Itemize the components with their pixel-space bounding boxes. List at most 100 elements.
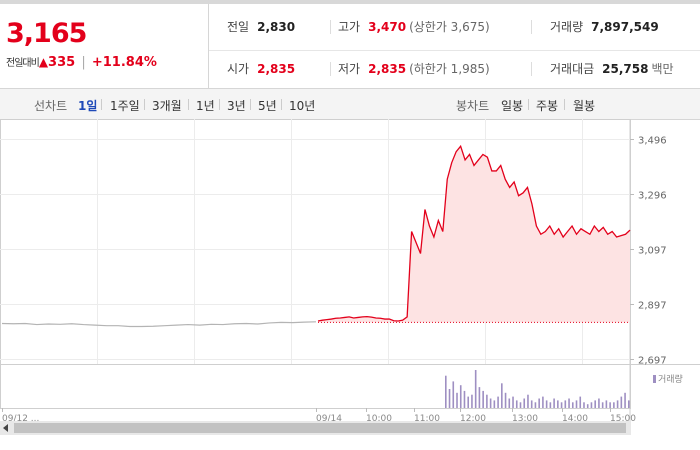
time-label: 12:00 — [460, 414, 486, 421]
stat-label: 시가 — [227, 62, 250, 76]
price-line — [317, 144, 631, 322]
stat-divider — [330, 62, 331, 76]
chart-plot — [1, 144, 631, 328]
stat-value: 25,758 — [602, 62, 649, 76]
y-tick-label: 3,097 — [638, 246, 667, 257]
price-area — [318, 146, 630, 323]
tab-1-week[interactable]: 1주일 — [110, 99, 140, 113]
scroll-thumb[interactable] — [14, 423, 626, 433]
tab-daily-candle[interactable]: 일봉 — [501, 99, 524, 113]
volume-bar — [579, 396, 582, 408]
volume-bar — [594, 400, 596, 408]
volume-bar — [598, 398, 600, 408]
volume-bar — [452, 381, 455, 408]
tab-divider — [188, 99, 189, 110]
lower-limit: (하한가 1,985) — [409, 62, 490, 76]
time-axis: 09/12 ... 09/14 10:00 11:00 12:00 13:00 14:00 1… — [2, 408, 636, 421]
stat-volume: 거래량 7,897,549 — [550, 18, 659, 35]
volume-bar — [523, 398, 526, 408]
y-tick-label: 3,296 — [638, 191, 667, 202]
stat-value: 3,470 — [368, 20, 407, 34]
volume-bar — [493, 400, 496, 408]
stat-value: 2,830 — [257, 20, 296, 34]
volume-bar — [586, 404, 589, 408]
tab-divider — [101, 99, 102, 110]
volume-bar — [478, 387, 481, 408]
previous-day-line — [1, 321, 317, 328]
volume-bar — [575, 400, 578, 408]
change-separator: | — [81, 55, 86, 70]
candle-chart-label: 봉차트 — [456, 99, 490, 113]
tab-3-months[interactable]: 3개월 — [152, 99, 182, 113]
volume-bar — [467, 396, 470, 408]
volume-bar — [530, 400, 533, 408]
upper-limit: (상한가 3,675) — [409, 20, 490, 34]
tab-5-years[interactable]: 5년 — [258, 99, 277, 113]
stat-label: 저가 — [338, 62, 361, 76]
volume-bar — [560, 402, 563, 408]
y-tick-label: 2,697 — [638, 356, 667, 367]
up-arrow-icon: ▲ — [38, 55, 49, 69]
time-label: 14:00 — [562, 414, 588, 421]
tab-1-year[interactable]: 1년 — [196, 99, 215, 113]
volume-bar — [456, 392, 458, 408]
volume-bar — [519, 402, 522, 408]
volume-bar — [545, 400, 548, 408]
volume-bar — [501, 383, 503, 408]
stats-row-divider — [209, 50, 700, 51]
stat-value: 2,835 — [368, 62, 407, 76]
volume-bar — [564, 400, 567, 408]
change-label: 전일대비 — [6, 58, 40, 69]
volume-legend-swatch — [653, 375, 656, 383]
volume-bar — [571, 402, 574, 408]
tab-weekly-candle[interactable]: 주봉 — [536, 99, 559, 113]
stat-divider — [531, 62, 532, 76]
volume-bar — [515, 400, 518, 408]
volume-bar — [553, 398, 555, 408]
y-tick-label: 3,496 — [638, 136, 667, 147]
volume-bar — [538, 398, 540, 408]
price-axis: 3,496 3,296 3,097 2,897 2,697 — [630, 136, 667, 367]
scroll-left-icon[interactable] — [3, 424, 8, 432]
stat-trading-value: 거래대금 25,758 백만 — [550, 60, 674, 77]
volume-bar — [601, 402, 604, 408]
time-label: 13:00 — [512, 414, 538, 421]
volume-bar — [489, 398, 492, 408]
tab-divider — [281, 99, 282, 110]
stat-low: 저가 2,835 (하한가 1,985) — [338, 60, 490, 77]
current-price: 3,165 — [6, 18, 87, 49]
volume-bar — [486, 394, 488, 408]
tab-1-day[interactable]: 1일 — [78, 99, 98, 113]
tab-divider — [144, 99, 145, 110]
tab-10-years[interactable]: 10년 — [289, 99, 316, 113]
y-tick-label: 2,897 — [638, 301, 667, 312]
time-label: 10:00 — [366, 414, 392, 421]
volume-bar — [512, 396, 514, 408]
volume-bar — [616, 400, 619, 408]
tab-divider — [528, 99, 529, 110]
stat-divider — [330, 20, 331, 34]
time-label: 09/14 — [316, 414, 342, 421]
stat-value: 7,897,549 — [591, 20, 659, 34]
stat-open: 시가 2,835 — [227, 60, 295, 77]
tab-divider — [219, 99, 220, 110]
chart-scrollbar[interactable] — [0, 421, 631, 435]
volume-bar — [628, 400, 630, 408]
stat-label: 거래량 — [550, 20, 584, 34]
volume-bar — [590, 402, 593, 408]
tab-divider — [250, 99, 251, 110]
line-chart-label: 선차트 — [34, 99, 68, 113]
time-label: 11:00 — [414, 414, 440, 421]
volume-bar — [583, 402, 585, 408]
tab-3-years[interactable]: 3년 — [227, 99, 246, 113]
volume-bar — [549, 402, 552, 408]
price-change: 전일대비▲335 | +11.84% — [6, 54, 157, 70]
tab-monthly-candle[interactable]: 월봉 — [573, 99, 596, 113]
volume-bar — [474, 370, 477, 408]
volume-bar — [445, 375, 447, 408]
stat-high: 고가 3,470 (상한가 3,675) — [338, 18, 490, 35]
volume-panel: 거래량 — [445, 370, 683, 408]
volume-bar — [568, 398, 570, 408]
volume-bar — [534, 402, 537, 408]
